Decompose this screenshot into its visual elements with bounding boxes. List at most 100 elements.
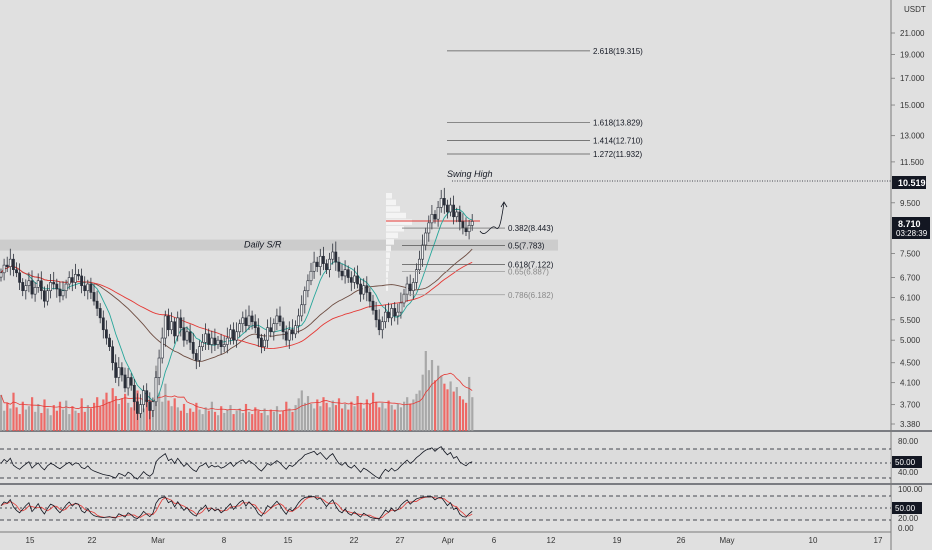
candle <box>24 279 28 300</box>
candle <box>129 373 133 391</box>
time-tick-label: 17 <box>874 536 883 545</box>
volume-profile-bar <box>386 226 404 232</box>
candle <box>315 256 319 273</box>
candle <box>123 367 127 393</box>
candle <box>92 284 96 306</box>
volume-bar <box>71 406 74 431</box>
candle <box>232 322 235 345</box>
volume-bar <box>182 403 186 431</box>
volume-bar <box>452 391 455 431</box>
candle <box>387 302 390 323</box>
volume-bar <box>396 403 399 431</box>
fib-level-label: 1.272(11.932) <box>593 150 643 159</box>
candle <box>101 310 105 339</box>
volume-bar <box>229 405 232 431</box>
rsi-line[interactable] <box>0 446 473 480</box>
candle <box>176 311 180 342</box>
candle <box>421 234 425 267</box>
volume-bar <box>238 408 241 431</box>
volume-bar <box>74 410 77 431</box>
price-tick-label: 5.000 <box>900 336 921 345</box>
time-tick-label: 19 <box>613 536 622 545</box>
volume-bar <box>83 411 86 431</box>
price-tick-label: 5.500 <box>900 316 921 325</box>
volume-profile-bar <box>386 259 389 265</box>
candle <box>374 301 378 328</box>
candle <box>430 204 434 230</box>
volume-bar <box>465 402 468 431</box>
volume-bar <box>207 410 210 431</box>
volume-bar <box>260 412 263 431</box>
stoch-tick-label: 100.00 <box>898 485 923 494</box>
candle <box>139 394 142 418</box>
volume-bar <box>40 412 43 431</box>
candle <box>442 187 446 214</box>
volume-bar <box>226 409 229 431</box>
volume-bar <box>133 397 136 431</box>
volume-bar <box>114 396 117 431</box>
volume-bar <box>6 402 9 431</box>
fib-level-label: 0.618(7.122) <box>508 260 554 269</box>
price-tick-label: 15.000 <box>900 101 925 110</box>
volume-bar <box>393 409 396 431</box>
currency-label: USDT <box>904 5 926 14</box>
stoch-value-tag <box>892 502 922 514</box>
volume-bar <box>58 401 62 431</box>
price-axis[interactable]: 21.000 19.000 17.000 15.000 13.000 11.500 9.50… <box>891 29 925 429</box>
volume-bar <box>24 409 27 431</box>
volume-bar <box>9 408 12 431</box>
volume-bar <box>328 407 331 431</box>
volume-bar <box>117 403 120 431</box>
volume-bar <box>412 399 415 431</box>
volume-bar <box>430 360 434 431</box>
candle <box>207 328 211 350</box>
time-tick-label: 12 <box>547 536 556 545</box>
candle <box>21 278 25 297</box>
candle <box>402 288 406 308</box>
volume-bar <box>375 401 378 431</box>
candle <box>222 336 226 353</box>
volume-bar <box>322 397 325 431</box>
volume-bar <box>77 412 80 431</box>
price-tick-label: 4.100 <box>900 379 921 388</box>
volume-bar <box>372 392 375 431</box>
candle <box>70 269 74 292</box>
candle <box>77 269 80 281</box>
volume-bar <box>31 397 34 431</box>
time-axis[interactable]: 15 22 Mar 8 15 22 27 Apr 6 12 19 26 May 10 17 <box>26 536 883 545</box>
volume-bar <box>201 414 204 431</box>
candle <box>371 294 375 315</box>
candle <box>449 197 452 217</box>
candle <box>142 385 146 413</box>
candle <box>204 323 208 350</box>
candle <box>157 349 161 386</box>
candle <box>42 286 46 308</box>
volume-bar <box>55 410 58 431</box>
candle <box>49 273 53 299</box>
volume-profile-bar <box>386 206 400 212</box>
volume-profile-bar <box>386 219 412 225</box>
candle <box>300 295 304 322</box>
volume-bar <box>449 381 452 431</box>
volume-bar <box>285 401 288 431</box>
candle <box>452 195 456 225</box>
candle <box>380 316 384 339</box>
candle <box>352 267 356 289</box>
candle <box>297 308 301 334</box>
volume-profile-bar <box>386 265 389 272</box>
volume-bar <box>27 406 31 431</box>
volume-bar <box>359 402 362 431</box>
candle <box>108 333 111 352</box>
volume-bar <box>80 398 83 431</box>
volume-bar <box>232 414 235 431</box>
stoch-k-line[interactable] <box>0 496 473 520</box>
volume-profile-bar <box>386 212 406 219</box>
volume-bar <box>204 407 207 431</box>
candle <box>58 281 62 303</box>
daily-sr-zone[interactable] <box>0 239 558 251</box>
fib-level: 0.5(7.783) <box>402 241 545 250</box>
candle <box>383 304 387 329</box>
volume-bar <box>186 412 189 431</box>
candle <box>114 354 118 383</box>
